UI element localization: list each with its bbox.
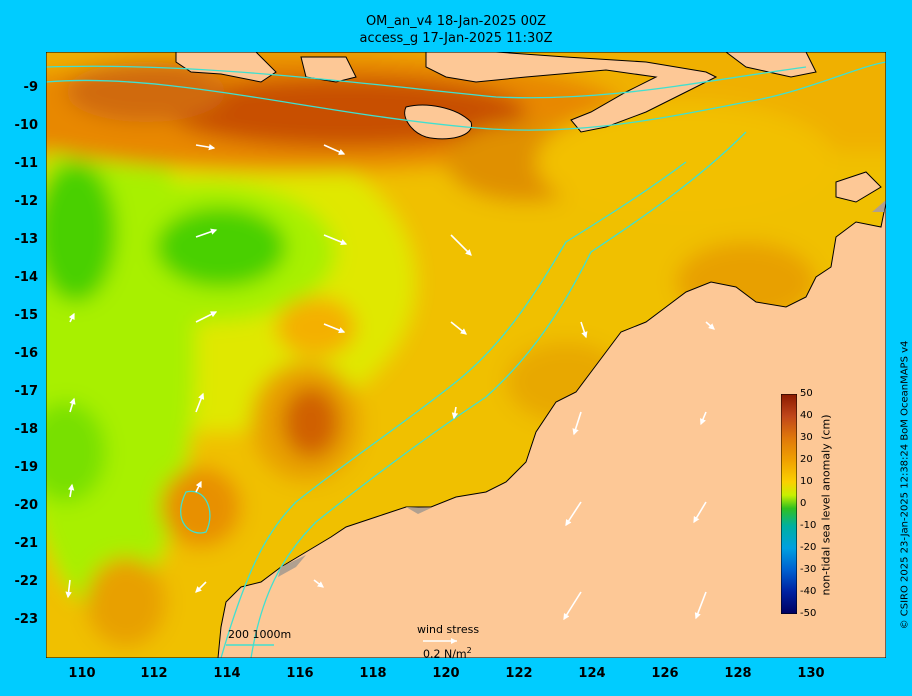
contour-legend: 200 1000m	[228, 628, 292, 641]
colorbar-tick: -50	[800, 608, 817, 619]
lat-tick: -11	[14, 156, 39, 171]
lon-tick: 114	[213, 666, 241, 681]
colorbar-tick: 0	[800, 498, 807, 509]
lat-tick: -23	[14, 612, 39, 627]
colorbar-label: non-tidal sea level anomaly (cm)	[819, 414, 833, 596]
lon-tick: 126	[651, 666, 679, 681]
lat-tick: -15	[14, 308, 39, 323]
colorbar-tick: 20	[800, 454, 813, 465]
lon-tick: 120	[432, 666, 460, 681]
lon-tick: 124	[578, 666, 606, 681]
lat-tick: -10	[14, 118, 39, 133]
lat-tick: -20	[14, 498, 39, 513]
colorbar-tick: 40	[800, 410, 813, 421]
colorbar-tick: 50	[800, 388, 813, 399]
lon-tick: 112	[140, 666, 168, 681]
colorbar	[781, 394, 797, 614]
wind-stress-legend-title: wind stress	[417, 623, 480, 636]
lat-tick: -22	[14, 574, 39, 589]
map-subtitle: access_g 17-Jan-2025 11:30Z	[359, 31, 553, 46]
lat-tick: -13	[14, 232, 39, 247]
lon-tick: 110	[68, 666, 96, 681]
colorbar-tick: -20	[800, 542, 817, 553]
wind-stress-legend-arrow	[423, 638, 457, 644]
lat-tick: -9	[23, 80, 38, 95]
colorbar-tick: 30	[800, 432, 813, 443]
sea-level-map	[46, 52, 886, 658]
colorbar-tick: -30	[800, 564, 817, 575]
lat-tick: -12	[14, 194, 39, 209]
lon-tick: 130	[797, 666, 825, 681]
bathymetry-contours	[46, 61, 886, 658]
lat-tick: -18	[14, 422, 39, 437]
lat-tick: -21	[14, 536, 39, 551]
map-title: OM_an_v4 18-Jan-2025 00Z	[365, 14, 547, 29]
lat-tick: -14	[14, 270, 39, 285]
lat-tick: -19	[14, 460, 39, 475]
land	[175, 52, 886, 658]
anomaly-field	[46, 52, 886, 658]
colorbar-tick: 10	[800, 476, 813, 487]
wind-stress-legend-scale: 0.2 N/m2	[423, 646, 472, 661]
contour-legend-line	[226, 644, 274, 646]
lat-tick: -17	[14, 384, 39, 399]
wind-arrows	[65, 144, 715, 621]
lat-tick: -16	[14, 346, 39, 361]
lon-tick: 128	[724, 666, 752, 681]
credit-text: © CSIRO 2025 23-Jan-2025 12:38:24 BoM Oc…	[899, 340, 911, 630]
lon-tick: 122	[505, 666, 533, 681]
colorbar-tick: -40	[800, 586, 817, 597]
colorbar-tick: -10	[800, 520, 817, 531]
lon-tick: 118	[359, 666, 387, 681]
lon-tick: 116	[286, 666, 314, 681]
